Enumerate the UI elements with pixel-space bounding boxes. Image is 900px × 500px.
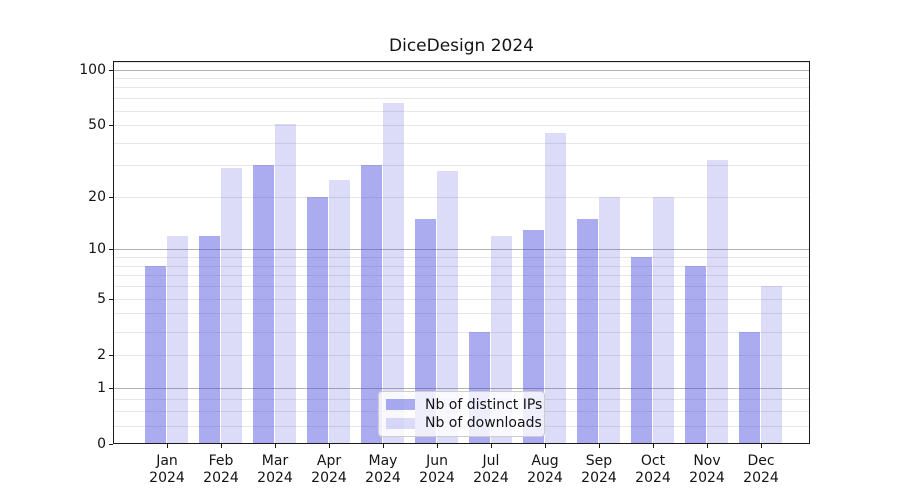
y-gridline-major — [113, 249, 810, 250]
x-tick-label: Jul 2024 — [473, 453, 509, 486]
x-tick — [329, 444, 330, 448]
bar-downloads-apr — [328, 179, 351, 444]
plot-area: Nb of distinct IPs Nb of downloads — [113, 61, 810, 444]
legend-swatch-downloads — [386, 417, 415, 429]
bar-downloads-oct — [652, 197, 675, 444]
bar-distinct-ips-dec — [738, 331, 761, 444]
x-tick — [437, 444, 438, 448]
bar-distinct-ips-jun — [414, 219, 437, 444]
bar-distinct-ips-jan — [144, 265, 167, 444]
bar-distinct-ips-apr — [306, 197, 329, 444]
y-gridline-minor — [113, 257, 810, 258]
bar-downloads-feb — [220, 168, 243, 444]
y-gridline-minor — [113, 332, 810, 333]
y-gridline-minor — [113, 143, 810, 144]
x-tick — [383, 444, 384, 448]
y-gridline-minor — [113, 299, 810, 300]
x-tick — [491, 444, 492, 448]
y-gridline-minor — [113, 111, 810, 112]
y-gridline-minor — [113, 125, 810, 126]
y-tick — [109, 444, 113, 445]
y-gridline-minor — [113, 355, 810, 356]
y-tick — [109, 355, 113, 356]
x-tick — [761, 444, 762, 448]
legend: Nb of distinct IPs Nb of downloads — [378, 391, 545, 437]
y-tick — [109, 299, 113, 300]
x-tick-label: Feb 2024 — [203, 453, 239, 486]
x-tick — [707, 444, 708, 448]
bar-downloads-may — [382, 102, 405, 444]
y-tick-label: 0 — [97, 436, 106, 452]
bar-distinct-ips-feb — [198, 235, 221, 444]
legend-item-distinct-ips: Nb of distinct IPs — [386, 397, 544, 413]
bar-downloads-jun — [436, 170, 459, 444]
bar-downloads-dec — [760, 286, 783, 444]
chart-title: DiceDesign 2024 — [389, 36, 534, 56]
y-gridline-minor — [113, 165, 810, 166]
bar-distinct-ips-nov — [684, 265, 707, 444]
legend-label-distinct-ips: Nb of distinct IPs — [425, 396, 543, 413]
x-tick — [167, 444, 168, 448]
legend-item-downloads: Nb of downloads — [386, 415, 544, 431]
x-tick-label: Aug 2024 — [527, 453, 563, 486]
bar-downloads-jan — [166, 235, 189, 444]
y-tick — [109, 388, 113, 389]
y-tick — [109, 197, 113, 198]
y-gridline-minor — [113, 275, 810, 276]
bars-layer — [113, 61, 810, 444]
y-gridline-minor — [113, 313, 810, 314]
y-gridline-minor — [113, 197, 810, 198]
y-gridline-minor — [113, 78, 810, 79]
y-tick — [109, 249, 113, 250]
bar-distinct-ips-mar — [252, 165, 275, 444]
y-tick-label: 1 — [97, 380, 106, 396]
gridlines-layer — [113, 61, 810, 444]
x-tick-label: Jan 2024 — [149, 453, 185, 486]
y-tick-label: 2 — [97, 347, 106, 363]
bar-distinct-ips-oct — [630, 257, 653, 444]
x-tick — [545, 444, 546, 448]
x-tick-label: Oct 2024 — [635, 453, 671, 486]
y-tick — [109, 70, 113, 71]
x-tick — [653, 444, 654, 448]
bar-downloads-aug — [544, 133, 567, 444]
x-tick-label: Sep 2024 — [581, 453, 617, 486]
y-gridline-major — [113, 388, 810, 389]
y-tick-label: 10 — [88, 241, 106, 257]
y-tick-label: 50 — [88, 117, 106, 133]
bar-downloads-mar — [274, 123, 297, 444]
x-tick-label: Dec 2024 — [743, 453, 779, 486]
x-tick-label: Nov 2024 — [689, 453, 725, 486]
bar-distinct-ips-sep — [576, 219, 599, 444]
y-tick — [109, 125, 113, 126]
legend-label-downloads: Nb of downloads — [425, 415, 542, 432]
y-gridline-minor — [113, 87, 810, 88]
y-tick-label: 20 — [88, 189, 106, 205]
bar-distinct-ips-may — [360, 165, 383, 444]
x-tick — [221, 444, 222, 448]
y-gridline-minor — [113, 98, 810, 99]
bar-downloads-nov — [706, 160, 729, 444]
legend-swatch-distinct-ips — [386, 399, 415, 411]
y-gridline-major — [113, 70, 810, 71]
x-tick-label: Jun 2024 — [419, 453, 455, 486]
bar-downloads-sep — [598, 197, 621, 444]
y-gridline-minor — [113, 62, 810, 63]
y-gridline-minor — [113, 286, 810, 287]
y-tick-label: 100 — [79, 62, 106, 78]
x-tick — [275, 444, 276, 448]
x-tick-label: May 2024 — [365, 453, 401, 486]
y-gridline-minor — [113, 266, 810, 267]
x-tick — [599, 444, 600, 448]
x-tick-label: Apr 2024 — [311, 453, 347, 486]
bar-distinct-ips-aug — [522, 229, 545, 444]
x-tick-label: Mar 2024 — [257, 453, 293, 486]
y-tick-label: 5 — [97, 291, 106, 307]
